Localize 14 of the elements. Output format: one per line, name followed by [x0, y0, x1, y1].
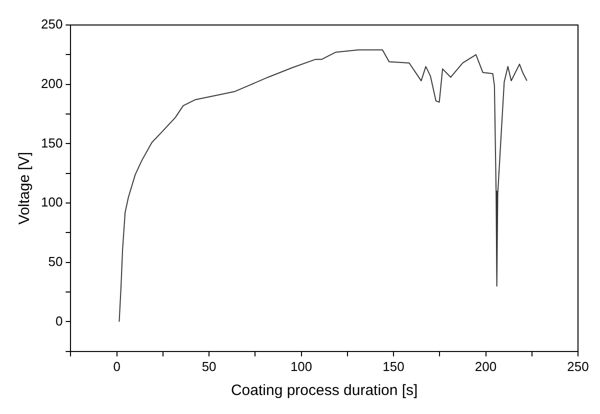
x-axis-title: Coating process duration [s]: [230, 382, 418, 400]
x-tick-label: 150: [382, 358, 404, 374]
y-tick-label: 0: [55, 313, 63, 328]
y-tick-label: 200: [40, 76, 63, 91]
y-tick-label: 100: [40, 194, 63, 210]
y-axis-title: Voltage [V]: [16, 152, 34, 224]
y-tick-label: 250: [40, 16, 63, 32]
x-tick-label: 0: [113, 358, 120, 374]
y-tick-label: 150: [40, 135, 63, 150]
x-tick-label: 100: [290, 358, 312, 374]
x-tick-label: 200: [474, 358, 497, 374]
y-tick-label: 50: [48, 254, 63, 269]
x-tick-label: 250: [567, 358, 589, 374]
x-tick-label: 50: [202, 358, 216, 374]
